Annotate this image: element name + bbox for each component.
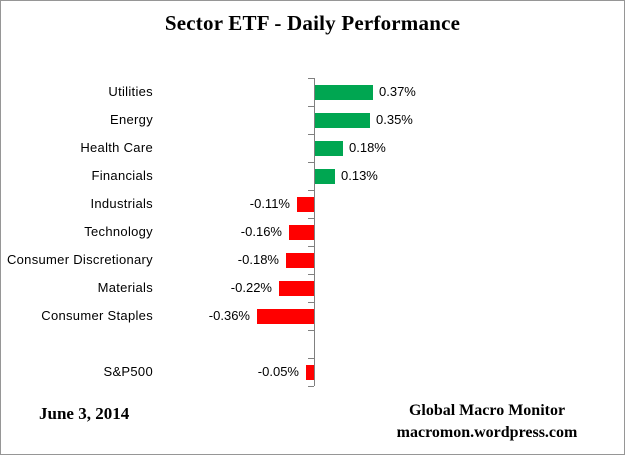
axis-tick <box>308 190 314 191</box>
value-label: 0.37% <box>379 84 416 99</box>
axis-tick <box>308 386 314 387</box>
zero-axis-line <box>314 78 315 386</box>
value-label: -0.36% <box>208 308 250 323</box>
value-label: -0.11% <box>249 196 290 211</box>
value-label: -0.22% <box>230 280 272 295</box>
category-label: Health Care <box>80 140 153 155</box>
chart-title: Sector ETF - Daily Performance <box>164 11 461 35</box>
value-label: -0.05% <box>257 364 299 379</box>
category-label: Technology <box>84 224 153 239</box>
axis-tick <box>308 302 314 303</box>
bar-negative <box>306 365 314 380</box>
value-label: 0.18% <box>349 140 386 155</box>
category-label: Consumer Discretionary <box>6 252 153 267</box>
category-label: Utilities <box>108 84 153 99</box>
category-label: Energy <box>110 112 153 127</box>
value-label: -0.18% <box>237 252 279 267</box>
category-label: Materials <box>97 280 153 295</box>
axis-tick <box>308 134 314 135</box>
footer-date: June 3, 2014 <box>39 404 130 423</box>
bar-positive <box>315 113 370 128</box>
bar-negative <box>289 225 314 240</box>
axis-tick <box>308 218 314 219</box>
axis-tick <box>308 78 314 79</box>
axis-tick <box>308 330 314 331</box>
axis-tick <box>308 358 314 359</box>
value-label: 0.13% <box>341 168 378 183</box>
category-label: Consumer Staples <box>41 308 153 323</box>
bar-negative <box>297 197 314 212</box>
footer-brand-name: Global Macro Monitor <box>408 402 566 419</box>
axis-tick <box>308 274 314 275</box>
bar-positive <box>315 141 343 156</box>
bar-negative <box>257 309 314 324</box>
axis-tick <box>308 106 314 107</box>
value-label: 0.35% <box>376 112 413 127</box>
axis-tick <box>308 162 314 163</box>
bar-positive <box>315 169 335 184</box>
value-label: -0.16% <box>240 224 282 239</box>
bar-negative <box>286 253 314 268</box>
footer-brand: Global Macro Monitor macromon.wordpress.… <box>337 400 624 444</box>
bar-negative <box>279 281 314 296</box>
category-label: S&P500 <box>103 364 153 379</box>
footer-brand-url: macromon.wordpress.com <box>396 424 578 441</box>
category-label: Industrials <box>90 196 153 211</box>
axis-tick <box>308 246 314 247</box>
category-label: Financials <box>91 168 153 183</box>
bar-positive <box>315 85 373 100</box>
